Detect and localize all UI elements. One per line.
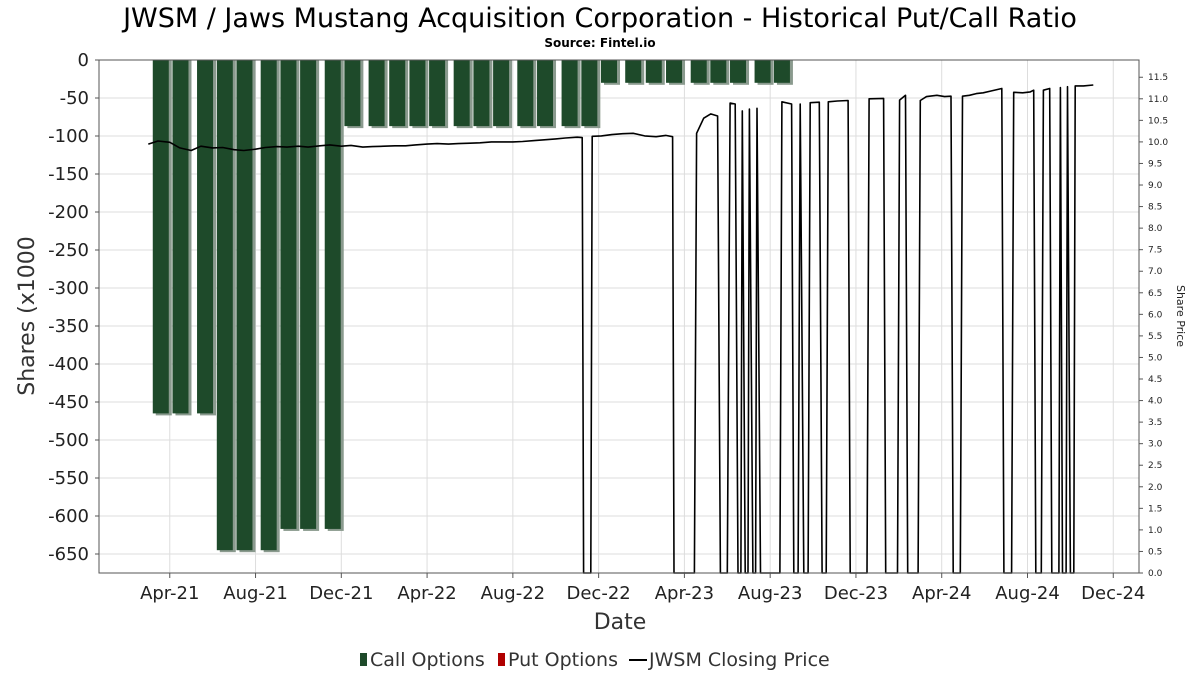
- legend-put-swatch: [498, 653, 505, 666]
- y-tick-label: -200: [48, 202, 89, 223]
- y-tick-label: -500: [48, 430, 89, 451]
- call-bar: [773, 60, 790, 83]
- call-bar: [493, 60, 510, 127]
- y2-tick-label: 4.0: [1148, 397, 1163, 407]
- x-tick-label: Aug-22: [481, 583, 546, 604]
- call-bar: [368, 60, 385, 127]
- y2-tick-label: 2.0: [1148, 483, 1163, 493]
- call-bar: [236, 60, 253, 551]
- call-bar: [300, 60, 317, 529]
- legend: Call Options Put Options JWSM Closing Pr…: [360, 649, 830, 671]
- call-bar: [216, 60, 233, 551]
- y2-tick-label: 6.5: [1148, 289, 1162, 299]
- x-tick-label: Aug-21: [223, 583, 288, 604]
- closing-price-line: [148, 84, 1094, 574]
- y2-tick-label: 2.5: [1148, 461, 1162, 471]
- call-bar: [690, 60, 707, 83]
- x-tick-label: Dec-24: [1081, 583, 1145, 604]
- y2-tick-label: 7.5: [1148, 246, 1162, 256]
- y2-tick-label: 7.0: [1148, 267, 1163, 277]
- call-bar: [260, 60, 277, 551]
- call-bar: [389, 60, 406, 127]
- y2-tick-label: 3.5: [1148, 418, 1162, 428]
- call-bar: [666, 60, 683, 83]
- legend-call-swatch: [360, 653, 367, 666]
- call-bar: [710, 60, 727, 83]
- left-axis-ticks: 0 -50 -100 -150 -200 -250 -300 -350 -400 -450 -500…: [48, 50, 99, 565]
- call-bar: [172, 60, 189, 414]
- call-bar: [581, 60, 598, 127]
- x-tick-label: Apr-23: [655, 583, 714, 604]
- y-tick-label: -450: [48, 392, 89, 413]
- y2-axis-title: Share Price: [1174, 285, 1187, 347]
- y-tick-label: -350: [48, 316, 89, 337]
- call-bar: [625, 60, 642, 83]
- chart-subtitle: Source: Fintel.io: [544, 36, 655, 50]
- y2-tick-label: 6.0: [1148, 310, 1163, 320]
- call-bar: [645, 60, 662, 83]
- x-axis-title: Date: [594, 610, 647, 635]
- call-bar: [754, 60, 771, 83]
- right-axis-ticks: 0.0 0.5 1.0 1.5 2.0 2.5 3.0 3.5 4.0 4.5 5.0 5.5 6.0 6…: [1139, 73, 1168, 579]
- y2-tick-label: 8.0: [1148, 224, 1163, 234]
- y-tick-label: -50: [60, 88, 89, 109]
- call-bar: [561, 60, 578, 127]
- y2-tick-label: 10.5: [1148, 116, 1168, 126]
- call-bar: [453, 60, 470, 127]
- y2-tick-label: 4.5: [1148, 375, 1162, 385]
- x-tick-label: Apr-24: [912, 583, 971, 604]
- call-bar: [280, 60, 297, 529]
- closing-price-path: [148, 84, 1094, 574]
- call-options-bars: [152, 60, 793, 553]
- x-axis-ticks: Apr-21 Aug-21 Dec-21 Apr-22 Aug-22 Dec-22 Apr-…: [140, 573, 1145, 604]
- legend-price-label: JWSM Closing Price: [648, 649, 830, 671]
- y2-tick-label: 3.0: [1148, 440, 1163, 450]
- x-tick-label: Dec-23: [824, 583, 888, 604]
- y-tick-label: -400: [48, 354, 89, 375]
- y-tick-label: -600: [48, 506, 89, 527]
- y-tick-label: -250: [48, 240, 89, 261]
- x-tick-label: Aug-23: [738, 583, 803, 604]
- y2-tick-label: 11.5: [1148, 73, 1168, 83]
- y2-tick-label: 0.0: [1148, 569, 1163, 579]
- x-tick-label: Dec-22: [567, 583, 631, 604]
- x-tick-label: Dec-21: [309, 583, 373, 604]
- y2-tick-label: 1.0: [1148, 526, 1163, 536]
- legend-call-label: Call Options: [370, 649, 485, 671]
- call-bar: [324, 60, 341, 529]
- call-bar: [473, 60, 490, 127]
- legend-put-label: Put Options: [508, 649, 618, 671]
- call-bar: [429, 60, 446, 127]
- y2-tick-label: 8.5: [1148, 203, 1162, 213]
- y-tick-label: -650: [48, 544, 89, 565]
- call-bar: [344, 60, 361, 127]
- y2-tick-label: 10.0: [1148, 138, 1168, 148]
- call-bar: [730, 60, 747, 83]
- call-bar: [537, 60, 554, 127]
- y-tick-label: -550: [48, 468, 89, 489]
- plot-area-frame: [98, 59, 1140, 574]
- call-bar: [409, 60, 426, 127]
- y-tick-label: -300: [48, 278, 89, 299]
- y2-tick-label: 5.0: [1148, 353, 1163, 363]
- chart-title: JWSM / Jaws Mustang Acquisition Corporat…: [121, 3, 1077, 34]
- call-bar: [517, 60, 534, 127]
- call-bar: [601, 60, 618, 83]
- y2-tick-label: 11.0: [1148, 95, 1168, 105]
- y2-tick-label: 1.5: [1148, 504, 1162, 514]
- y2-tick-label: 9.0: [1148, 181, 1163, 191]
- x-tick-label: Apr-21: [140, 583, 199, 604]
- y-axis-title: Shares (x1000: [15, 236, 40, 396]
- x-tick-label: Apr-22: [397, 583, 456, 604]
- y2-tick-label: 5.5: [1148, 332, 1162, 342]
- call-bar: [152, 60, 169, 414]
- y-tick-label: 0: [78, 50, 89, 71]
- y2-tick-label: 0.5: [1148, 547, 1162, 557]
- y2-tick-label: 9.5: [1148, 159, 1162, 169]
- y-tick-label: -100: [48, 126, 89, 147]
- call-bar: [197, 60, 214, 414]
- y-tick-label: -150: [48, 164, 89, 185]
- x-tick-label: Aug-24: [995, 583, 1060, 604]
